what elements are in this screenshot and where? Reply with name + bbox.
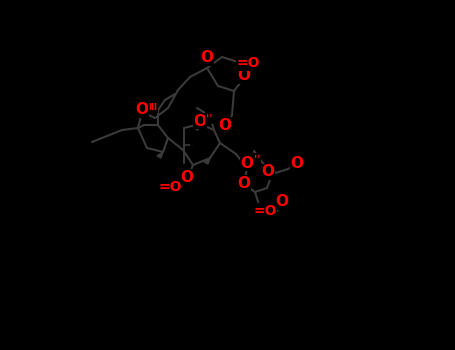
- Text: '': '': [206, 113, 212, 123]
- Text: O: O: [218, 118, 232, 133]
- Polygon shape: [204, 158, 210, 164]
- Text: =O: =O: [236, 56, 260, 70]
- Text: O: O: [275, 195, 288, 210]
- Text: '': '': [254, 154, 260, 164]
- Text: III: III: [148, 104, 157, 112]
- Text: =O: =O: [158, 180, 182, 194]
- Text: O: O: [290, 155, 303, 170]
- Text: O: O: [193, 113, 207, 128]
- Text: O: O: [238, 175, 251, 190]
- Text: O: O: [262, 164, 274, 180]
- Text: O: O: [241, 155, 253, 170]
- Text: O: O: [201, 50, 213, 65]
- Text: O: O: [136, 103, 148, 118]
- Polygon shape: [157, 152, 163, 158]
- Text: O: O: [181, 169, 193, 184]
- Text: O: O: [238, 69, 251, 84]
- Text: =O: =O: [253, 204, 277, 218]
- Polygon shape: [194, 124, 200, 130]
- Polygon shape: [136, 112, 142, 118]
